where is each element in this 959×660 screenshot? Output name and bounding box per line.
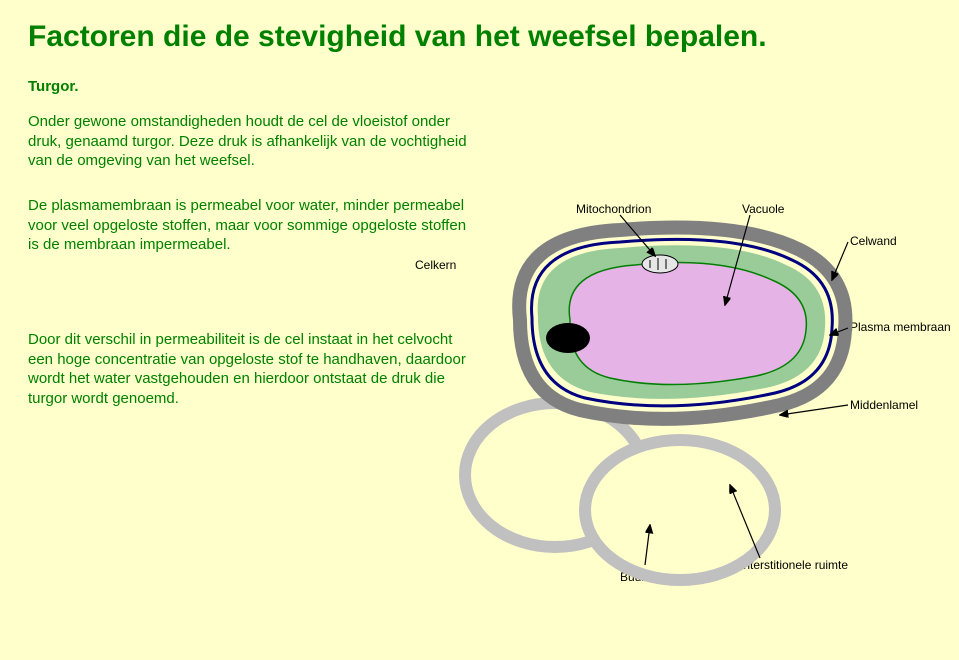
page-title: Factoren die de stevigheid van het weefs… [28, 20, 767, 54]
paragraph-1: Onder gewone omstandigheden houdt de cel… [28, 112, 478, 171]
paragraph-3: Door dit verschil in permeabiliteit is d… [28, 330, 478, 408]
page-subtitle: Turgor. [28, 78, 79, 95]
neighbor-cells [465, 403, 775, 580]
main-cell [519, 228, 845, 419]
cell-diagram [450, 180, 950, 620]
paragraph-2: De plasmamembraan is permeabel voor wate… [28, 196, 478, 255]
